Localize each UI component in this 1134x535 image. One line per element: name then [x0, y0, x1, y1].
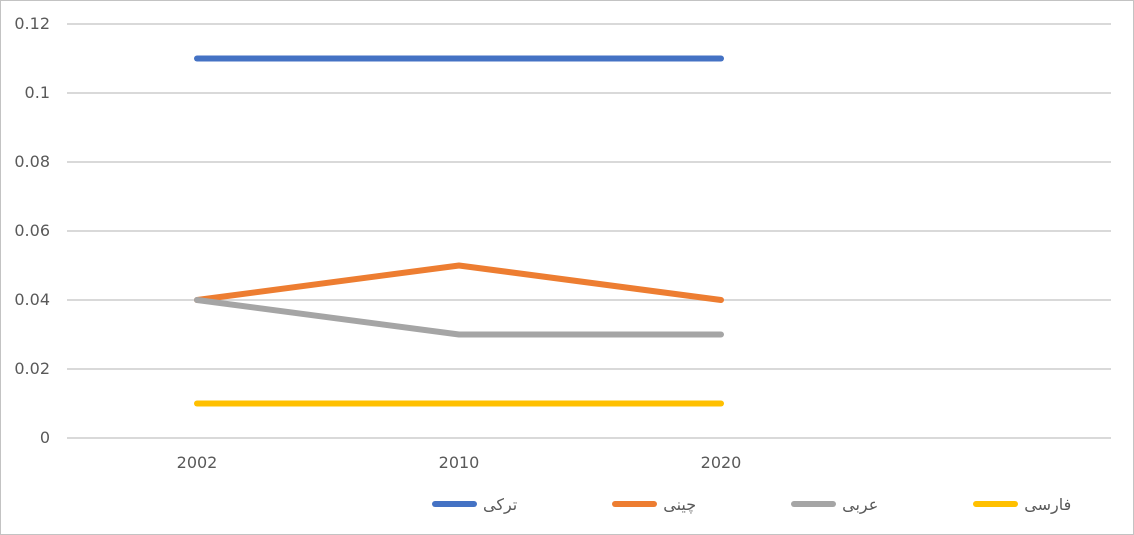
x-axis-tick-label: 2002: [176, 453, 218, 472]
legend-label-turkish: ترکی: [483, 494, 518, 514]
legend-swatch-arabic: [791, 501, 837, 507]
legend: ترکی چینی عربی فارسی: [432, 491, 1071, 517]
x-axis-tick-label: 2020: [700, 453, 742, 472]
y-axis-tick-label: 0.02: [14, 359, 50, 378]
legend-label-chinese: چینی: [663, 494, 697, 514]
y-axis-tick-label: 0.06: [14, 221, 50, 240]
x-axis-tick-label: 2010: [438, 453, 480, 472]
legend-swatch-turkish: [432, 501, 477, 507]
y-axis-tick-label: 0.12: [14, 14, 50, 33]
legend-label-arabic: عربی: [842, 494, 879, 514]
series-line-arabic: [194, 297, 724, 338]
y-axis-tick-label: 0.1: [24, 83, 50, 102]
series-line-chinese: [194, 262, 724, 303]
legend-swatch-chinese: [612, 501, 658, 507]
legend-swatch-farsi: [973, 501, 1019, 507]
y-axis-tick-label: 0.08: [14, 152, 50, 171]
legend-item-arabic: عربی: [791, 495, 878, 514]
y-axis-tick-label: 0: [39, 428, 50, 447]
legend-item-turkish: ترکی: [432, 495, 517, 514]
legend-item-chinese: چینی: [612, 495, 696, 514]
y-axis-tick-label: 0.04: [14, 290, 50, 309]
legend-item-farsi: فارسی: [973, 495, 1071, 514]
legend-label-farsi: فارسی: [1024, 494, 1072, 514]
